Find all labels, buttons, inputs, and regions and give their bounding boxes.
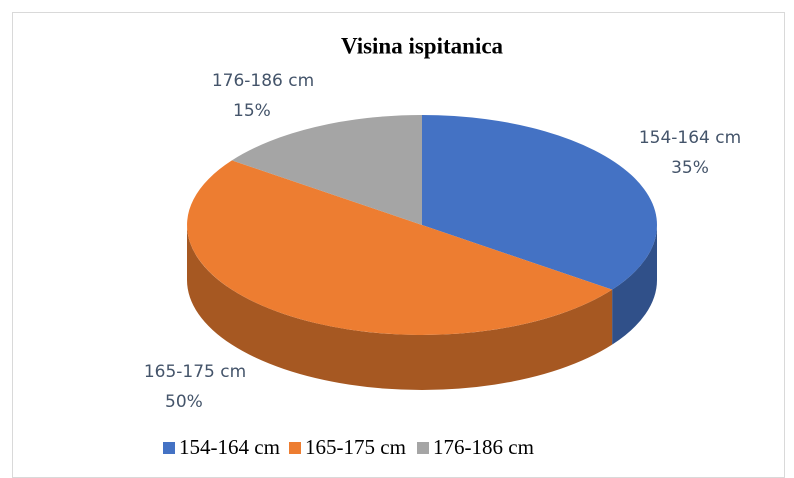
slice	[231, 115, 422, 225]
slice-top	[187, 160, 613, 335]
data-label-value: 50%	[165, 392, 203, 412]
slice-top	[422, 115, 657, 290]
data-label-category: 165-175 cm	[144, 362, 246, 382]
slice	[422, 115, 657, 345]
slice-side	[187, 225, 613, 390]
legend-label: 176-186 cm	[433, 435, 534, 459]
data-label-value: 35%	[671, 158, 709, 178]
legend-swatch	[289, 442, 301, 454]
slice-top	[231, 115, 422, 225]
slice	[187, 160, 613, 390]
legend-swatch	[163, 442, 175, 454]
data-label-category: 154-164 cm	[639, 128, 741, 148]
legend-swatch	[417, 442, 429, 454]
legend-label: 154-164 cm	[179, 435, 280, 459]
slice-side	[612, 225, 657, 345]
chart-title: Visina ispitanica	[341, 33, 504, 58]
data-label-category: 176-186 cm	[212, 71, 314, 91]
data-label-value: 15%	[233, 101, 271, 121]
legend-label: 165-175 cm	[305, 435, 406, 459]
